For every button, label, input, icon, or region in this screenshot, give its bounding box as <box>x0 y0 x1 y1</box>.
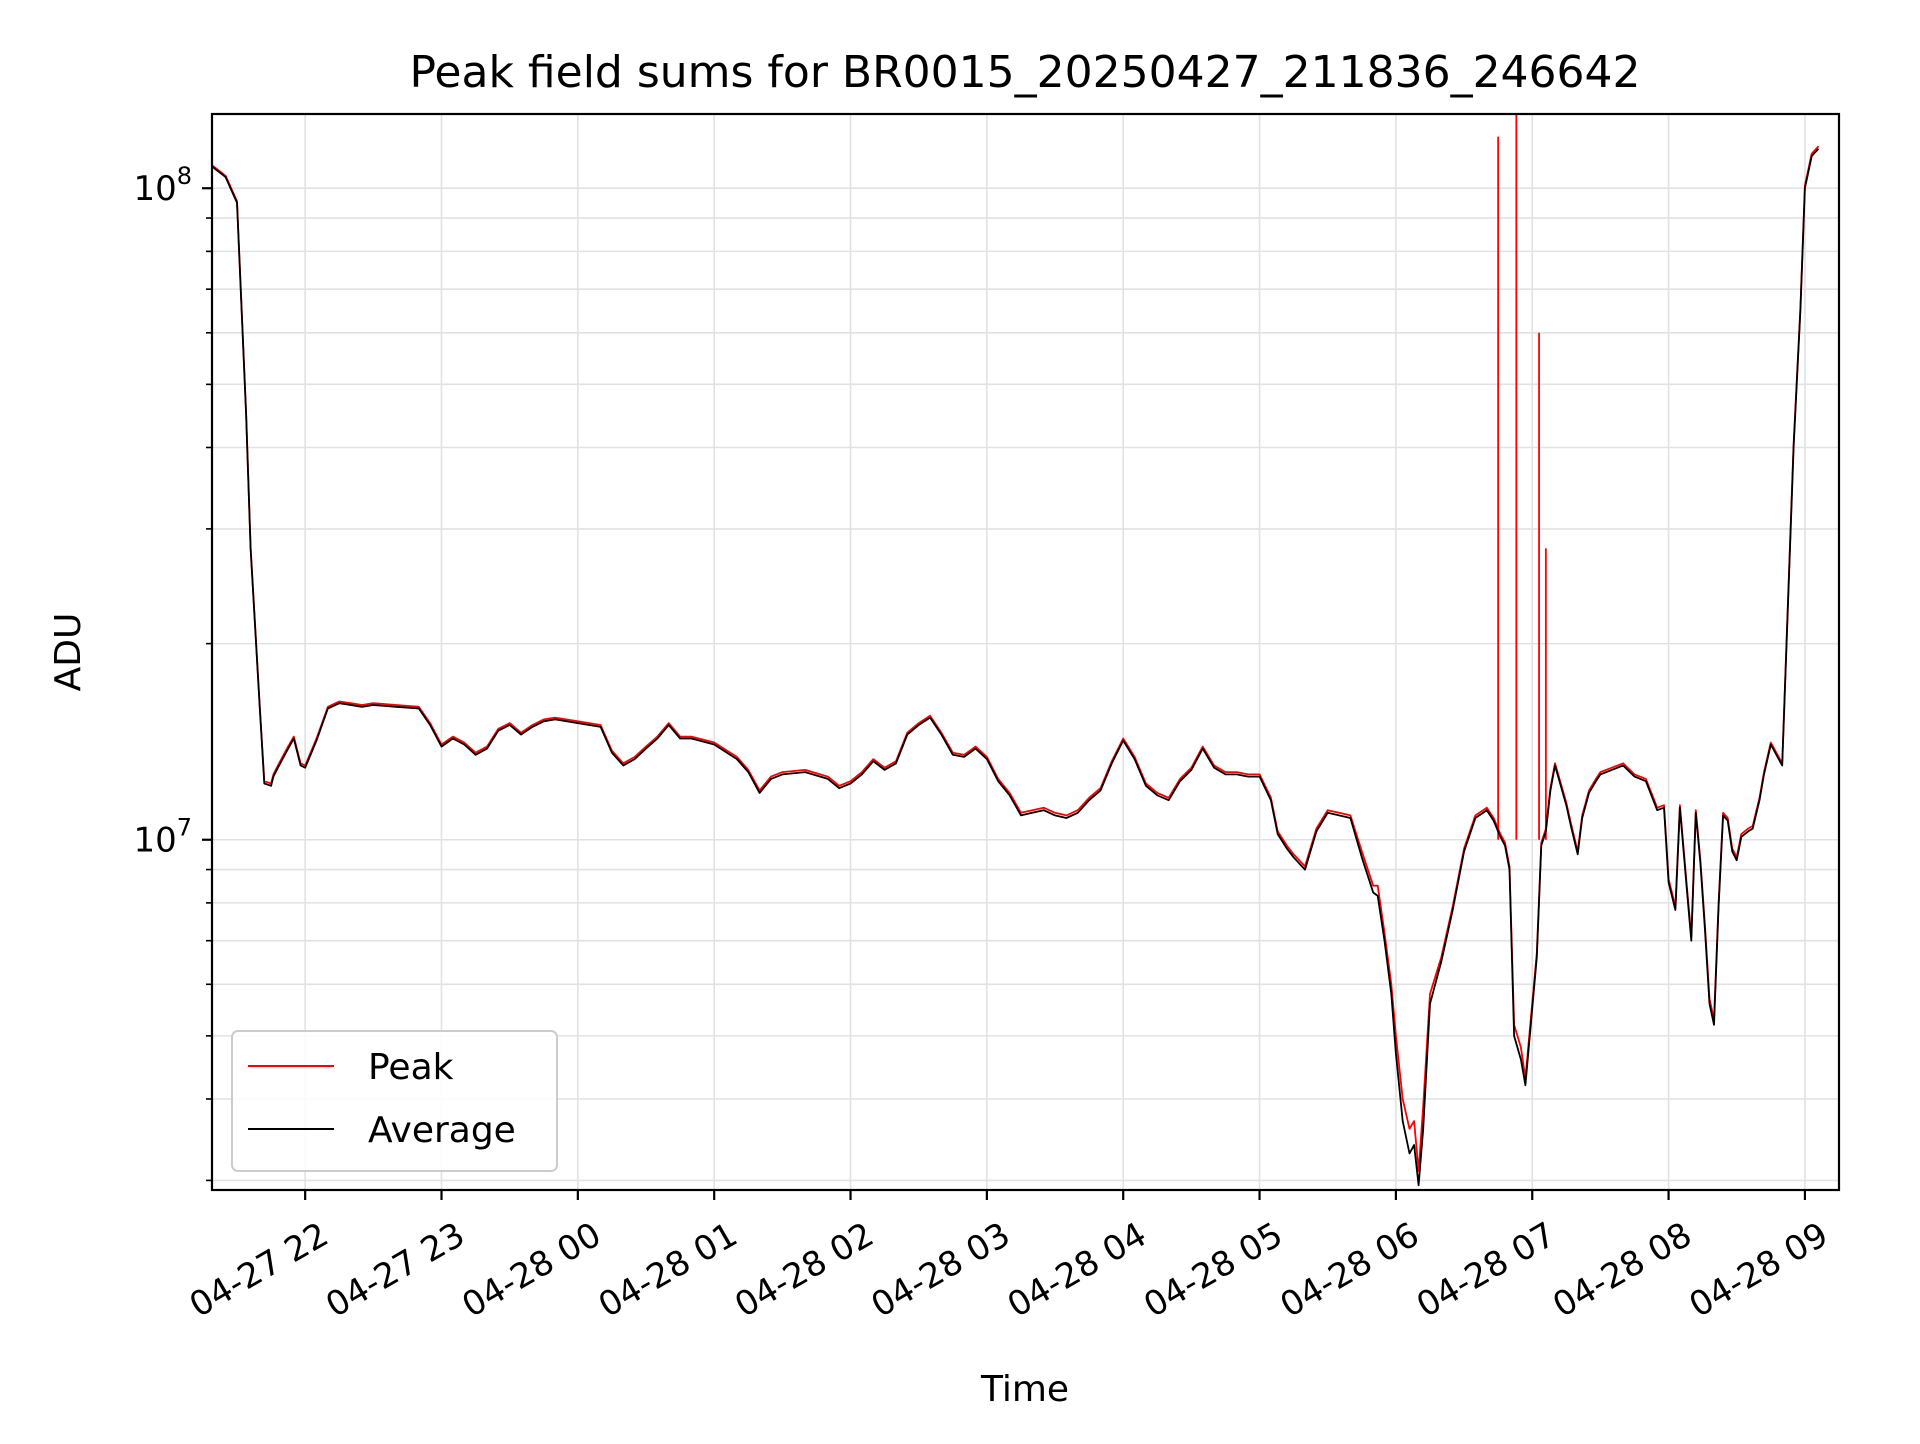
legend-label-peak: Peak <box>368 1047 454 1088</box>
x-tick-label: 04-28 01 <box>592 1215 744 1326</box>
chart-title: Peak field sums for BR0015_20250427_2118… <box>409 47 1640 98</box>
y-tick-label-exponent: 7 <box>177 814 192 842</box>
y-tick-label-base: 10 <box>133 821 176 861</box>
series-line-average <box>211 148 1820 1187</box>
legend: Peak Average <box>231 1030 558 1172</box>
plot-area <box>211 114 1820 1187</box>
x-tick-label: 04-28 00 <box>456 1215 608 1326</box>
x-tick-label: 04-28 08 <box>1546 1215 1698 1326</box>
y-axis-label: ADU <box>48 613 89 692</box>
y-tick-label-base: 10 <box>133 169 176 209</box>
series-line-peak <box>211 145 1820 1172</box>
x-tick-label: 04-28 07 <box>1410 1215 1562 1326</box>
x-tick-label: 04-28 05 <box>1137 1215 1289 1326</box>
plot-frame <box>210 112 1841 1192</box>
y-tick-label-exponent: 8 <box>177 162 192 190</box>
x-tick-label: 04-28 06 <box>1274 1215 1426 1326</box>
x-axis-label: Time <box>980 1369 1069 1410</box>
x-tick-label: 04-28 02 <box>728 1215 880 1326</box>
y-tick-label: 107 <box>133 814 192 861</box>
x-tick-label: 04-28 03 <box>865 1215 1017 1326</box>
x-tick-label: 04-27 23 <box>319 1215 471 1326</box>
x-tick-label: 04-27 22 <box>183 1215 335 1326</box>
x-tick-label: 04-28 09 <box>1683 1215 1835 1326</box>
x-tick-label: 04-28 04 <box>1001 1215 1153 1326</box>
grid <box>212 114 1839 1190</box>
legend-label-average: Average <box>368 1110 516 1151</box>
y-tick-label: 108 <box>133 162 192 209</box>
